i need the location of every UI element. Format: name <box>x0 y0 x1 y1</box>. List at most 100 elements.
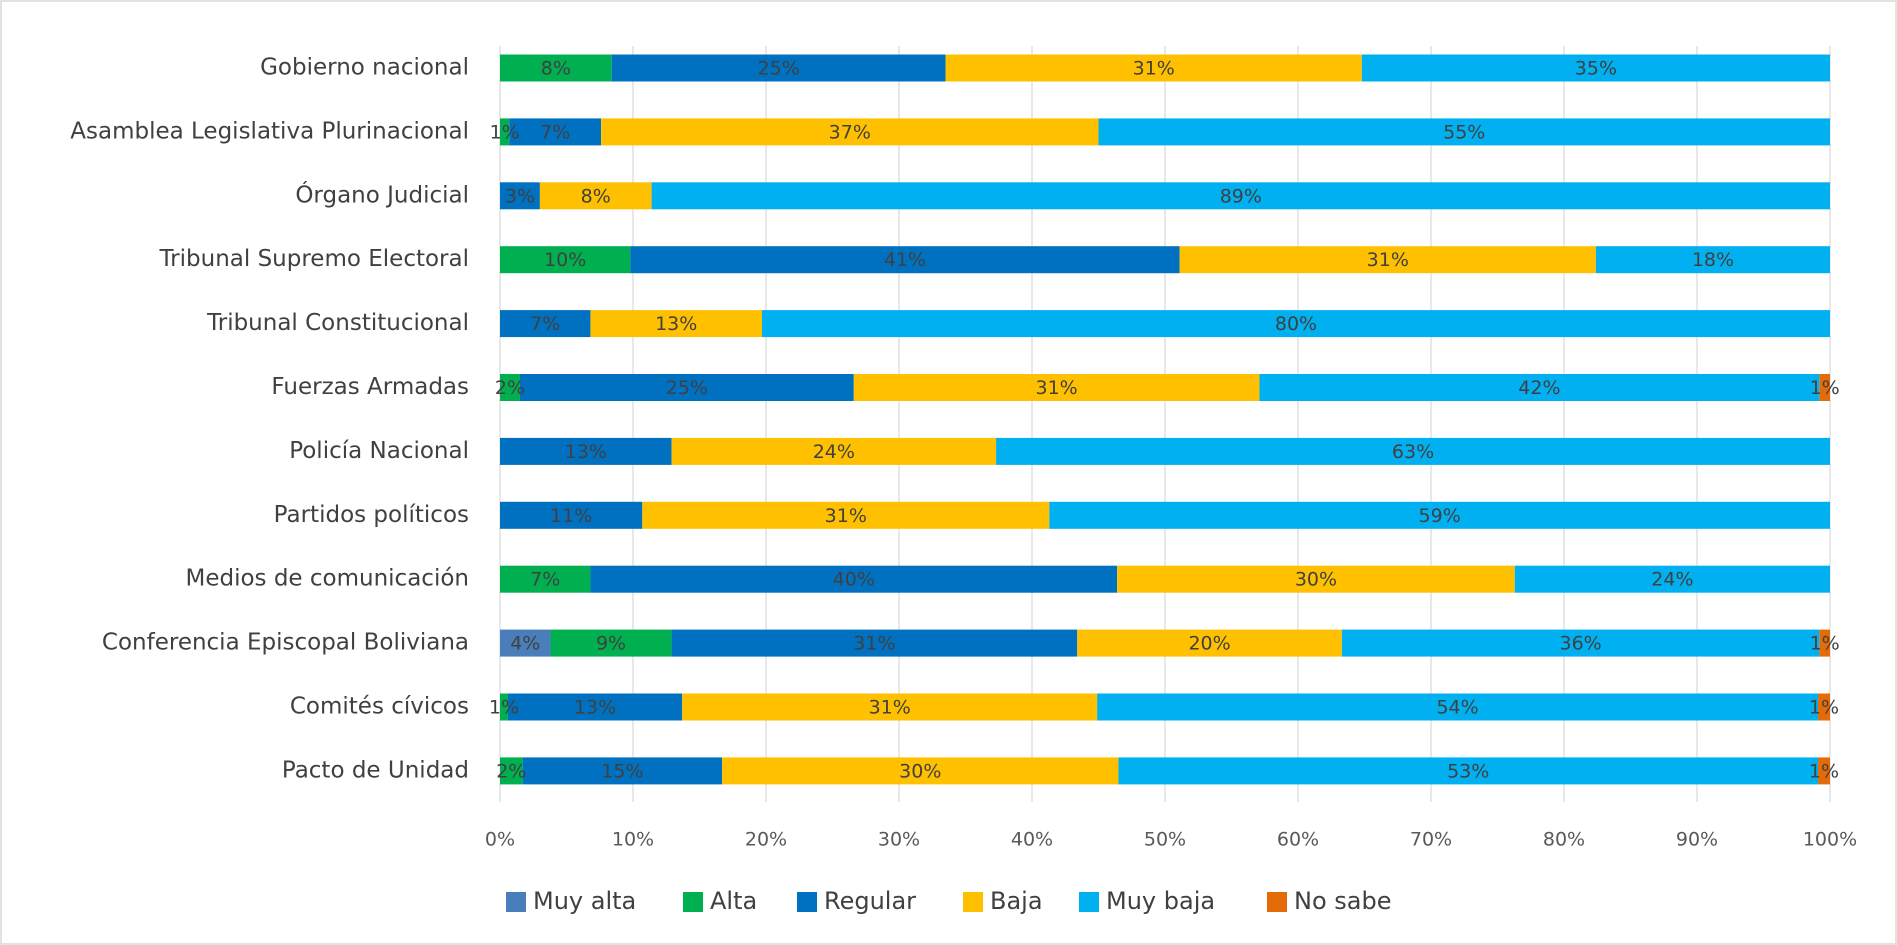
data-label: 30% <box>899 760 941 782</box>
category-label: Tribunal Constitucional <box>206 310 469 336</box>
data-label: 25% <box>758 58 800 80</box>
data-label: 31% <box>1035 377 1077 399</box>
category-label: Conferencia Episcopal Boliviana <box>102 630 469 656</box>
data-label: 2% <box>496 760 526 782</box>
x-tick-label: 0% <box>485 829 515 851</box>
data-label: 1% <box>1810 377 1840 399</box>
data-label: 31% <box>1133 58 1175 80</box>
bar-segment <box>1818 693 1830 721</box>
category-label: Fuerzas Armadas <box>271 374 469 400</box>
data-label: 55% <box>1443 121 1485 143</box>
bar-segment <box>509 118 602 146</box>
data-label: 15% <box>601 760 643 782</box>
x-tick-label: 20% <box>745 829 787 851</box>
data-label: 63% <box>1392 441 1434 463</box>
x-tick-label: 70% <box>1410 829 1452 851</box>
bar-segment <box>611 54 946 82</box>
data-label: 53% <box>1447 760 1489 782</box>
bar-segment <box>1819 374 1830 401</box>
category-label: Medios de comunicación <box>185 566 469 592</box>
bar-segment <box>1179 246 1596 274</box>
data-label: 13% <box>574 697 616 719</box>
legend-swatch <box>683 892 703 912</box>
data-label: 31% <box>1367 249 1409 271</box>
x-tick-label: 100% <box>1803 829 1857 851</box>
data-label: 24% <box>1651 569 1693 591</box>
data-label: 2% <box>495 377 525 399</box>
data-label: 40% <box>833 569 875 591</box>
bar-segment <box>1077 629 1342 657</box>
bar-segment <box>1341 629 1820 657</box>
data-label: 8% <box>581 185 611 207</box>
bar-segment <box>1098 118 1830 146</box>
bar-segment <box>651 182 1830 210</box>
data-label: 31% <box>853 633 895 655</box>
bar-segment <box>853 374 1260 401</box>
legend-label: Baja <box>990 887 1043 915</box>
data-label: 11% <box>550 505 592 527</box>
bar-segment <box>996 437 1830 465</box>
bar-segment <box>1118 757 1819 785</box>
bar-segment <box>500 374 520 401</box>
data-label: 31% <box>869 697 911 719</box>
legend-swatch <box>963 892 983 912</box>
bar-segment <box>500 437 672 465</box>
data-label: 80% <box>1275 313 1317 335</box>
legend-swatch <box>506 892 526 912</box>
bar-segment <box>1361 54 1830 82</box>
data-label: 4% <box>510 633 540 655</box>
bar-segment <box>630 246 1180 274</box>
legend-swatch <box>1267 892 1287 912</box>
data-label: 36% <box>1560 633 1602 655</box>
category-label: Partidos políticos <box>274 502 469 528</box>
bar-segment <box>519 374 854 401</box>
category-label: Tribunal Supremo Electoral <box>159 246 469 272</box>
x-tick-label: 30% <box>878 829 920 851</box>
data-label: 7% <box>540 121 570 143</box>
legend-label: No sabe <box>1294 887 1391 915</box>
bar-segment <box>500 118 510 146</box>
category-label: Gobierno nacional <box>260 55 469 81</box>
data-label: 20% <box>1188 633 1230 655</box>
bar-segment <box>500 501 643 529</box>
bar-segment <box>1595 246 1830 274</box>
bar-segment <box>1117 565 1515 593</box>
bar-segment <box>500 182 540 210</box>
bar-segment <box>500 629 551 657</box>
bar-segment <box>642 501 1050 529</box>
bar-segment <box>550 629 672 657</box>
data-label: 13% <box>655 313 697 335</box>
data-label: 54% <box>1436 697 1478 719</box>
labels: 0% 10% 20% 30% 40% 50% 60% 70% 80% 90% 100% Gobiern… <box>70 55 1857 916</box>
data-label: 31% <box>825 505 867 527</box>
x-tick-label: 40% <box>1011 829 1053 851</box>
data-label: 35% <box>1575 58 1617 80</box>
grid <box>499 46 1831 802</box>
bar-segment <box>500 565 591 593</box>
data-label: 3% <box>505 185 535 207</box>
category-label: Policía Nacional <box>289 438 469 464</box>
bar-segment <box>762 310 1830 338</box>
bar-segment <box>945 54 1362 82</box>
bar-segment <box>1818 757 1830 785</box>
data-label: 7% <box>530 569 560 591</box>
bar-segment <box>590 310 763 338</box>
legend-label: Alta <box>710 887 757 915</box>
legend-label: Muy alta <box>533 887 636 915</box>
data-label: 7% <box>530 313 560 335</box>
x-tick-label: 90% <box>1676 829 1718 851</box>
data-label: 1% <box>1810 633 1840 655</box>
data-label: 30% <box>1295 569 1337 591</box>
data-label: 10% <box>544 249 586 271</box>
bar-segment <box>500 54 612 82</box>
legend-swatch <box>797 892 817 912</box>
data-label: 89% <box>1220 185 1262 207</box>
bar-segment <box>500 310 591 338</box>
data-label: 18% <box>1692 249 1734 271</box>
data-label: 8% <box>541 58 571 80</box>
bar-segment <box>1049 501 1830 529</box>
x-tick-label: 80% <box>1543 829 1585 851</box>
category-label: Comités cívicos <box>290 694 469 720</box>
data-label: 1% <box>490 121 520 143</box>
